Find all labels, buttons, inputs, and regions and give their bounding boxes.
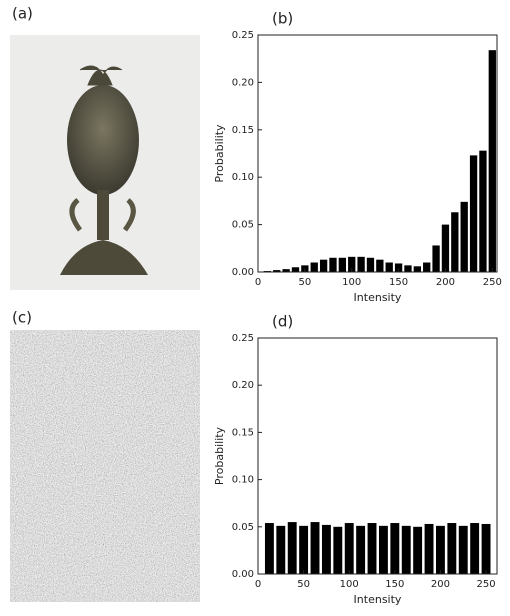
bar bbox=[273, 270, 281, 272]
bar bbox=[458, 525, 468, 574]
bar bbox=[310, 522, 320, 574]
bar bbox=[264, 523, 274, 574]
bar bbox=[385, 262, 393, 272]
bar bbox=[276, 525, 286, 574]
bar bbox=[338, 257, 347, 272]
bar bbox=[469, 155, 478, 272]
bar bbox=[488, 50, 496, 272]
bar bbox=[401, 525, 411, 574]
bar bbox=[441, 224, 450, 272]
x-tick-label: 200 bbox=[436, 277, 455, 288]
bar bbox=[310, 262, 318, 272]
bar bbox=[299, 525, 309, 574]
y-tick-label: 0.00 bbox=[232, 267, 254, 278]
x-tick-label: 150 bbox=[389, 277, 408, 288]
y-axis-label: Probability bbox=[213, 426, 226, 485]
y-tick-label: 0.05 bbox=[232, 522, 254, 533]
x-tick-label: 100 bbox=[340, 579, 359, 590]
panel-label: (c) bbox=[12, 309, 32, 327]
chart-title: (d) bbox=[272, 313, 293, 331]
x-axis-label: Intensity bbox=[354, 593, 402, 606]
y-tick-label: 0.25 bbox=[232, 30, 254, 41]
photo bbox=[10, 35, 200, 290]
bar bbox=[356, 525, 366, 574]
bar bbox=[394, 263, 403, 272]
bar bbox=[319, 259, 328, 272]
bar bbox=[390, 523, 400, 574]
bar bbox=[344, 523, 354, 574]
bar bbox=[413, 266, 421, 272]
bar bbox=[291, 267, 300, 272]
x-tick-label: 150 bbox=[385, 579, 404, 590]
bar bbox=[451, 212, 459, 272]
chart-title: (b) bbox=[272, 10, 293, 28]
x-tick-label: 50 bbox=[298, 277, 311, 288]
plot-frame bbox=[257, 34, 498, 273]
bar bbox=[460, 201, 468, 272]
bar bbox=[329, 257, 337, 272]
bar bbox=[423, 262, 431, 272]
x-tick-label: 200 bbox=[431, 579, 450, 590]
x-tick-label: 250 bbox=[483, 277, 502, 288]
panel-label: (a) bbox=[12, 5, 33, 23]
bar bbox=[357, 256, 365, 272]
bar bbox=[424, 523, 434, 574]
bar bbox=[376, 259, 384, 272]
y-tick-label: 0.15 bbox=[232, 125, 254, 136]
bar bbox=[481, 523, 491, 574]
bar bbox=[447, 523, 457, 574]
bar bbox=[333, 526, 343, 574]
bar bbox=[348, 256, 356, 272]
y-tick-label: 0.20 bbox=[232, 77, 254, 88]
y-tick-label: 0.05 bbox=[232, 220, 254, 231]
x-tick-label: 250 bbox=[477, 579, 496, 590]
x-tick-label: 50 bbox=[297, 579, 310, 590]
bar bbox=[435, 525, 445, 574]
bar bbox=[470, 523, 480, 574]
noise-image bbox=[10, 330, 200, 602]
bar bbox=[282, 269, 290, 272]
x-axis-label: Intensity bbox=[354, 291, 402, 304]
plot-frame bbox=[257, 337, 498, 575]
y-tick-label: 0.10 bbox=[232, 172, 254, 183]
y-tick-label: 0.15 bbox=[232, 427, 254, 438]
y-tick-label: 0.10 bbox=[232, 475, 254, 486]
y-tick-label: 0.20 bbox=[232, 380, 254, 391]
bar bbox=[479, 150, 487, 272]
bar bbox=[404, 265, 412, 272]
bar bbox=[413, 526, 423, 574]
y-tick-label: 0.25 bbox=[232, 333, 254, 344]
bar bbox=[321, 524, 331, 574]
bar bbox=[367, 523, 377, 574]
x-tick-label: 0 bbox=[255, 277, 261, 288]
bar bbox=[366, 257, 375, 272]
x-tick-label: 100 bbox=[342, 277, 361, 288]
bar bbox=[378, 525, 388, 574]
y-tick-label: 0.00 bbox=[232, 569, 254, 580]
x-tick-label: 0 bbox=[255, 579, 261, 590]
bar bbox=[287, 522, 297, 574]
bar bbox=[432, 245, 440, 272]
y-axis-label: Probability bbox=[213, 124, 226, 183]
